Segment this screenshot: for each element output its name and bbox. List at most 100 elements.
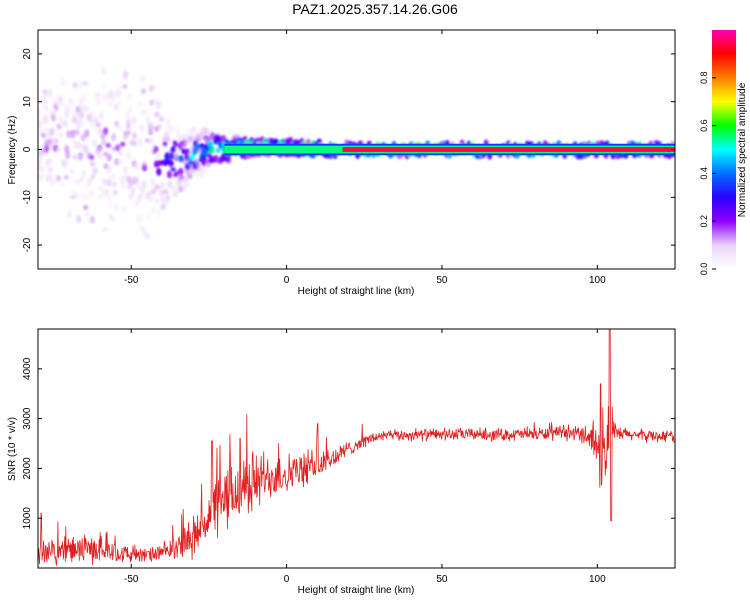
spectrogram-cell [103, 127, 109, 135]
spectrogram-cell [92, 167, 98, 175]
spectrogram-cell [72, 154, 78, 160]
spectrogram-cell [124, 111, 131, 119]
spectrogram-cell [126, 94, 132, 101]
spectrogram-cell [89, 215, 95, 224]
spectrogram-cell [82, 205, 89, 210]
spectrogram-cell [91, 123, 97, 129]
spectrogram-cell [207, 152, 213, 159]
spectrogram-cell [198, 172, 204, 178]
snr-series-line [38, 329, 675, 566]
spectrogram-cell [131, 132, 138, 139]
spectrogram-cell [58, 132, 64, 138]
spectrogram-cell [122, 70, 129, 79]
spectrogram-cell [106, 178, 112, 187]
spectrogram-cell [90, 111, 96, 118]
spectrogram-cell [173, 188, 179, 197]
spectrogram-cell [108, 99, 114, 107]
spectrogram-cell [207, 140, 213, 149]
spectrogram-cell [98, 112, 104, 120]
snr-y-ticks: 1000 2000 3000 4000 [22, 357, 675, 529]
colorbar-tick-label: 0.8 [699, 72, 709, 85]
spectrogram-cell [150, 188, 157, 195]
spectrogram-cell [101, 83, 107, 91]
spectrogram-cell [146, 213, 152, 221]
spectrogram-cell [53, 137, 59, 144]
spectrogram-cell [93, 116, 99, 124]
spectrogram-cell [180, 185, 187, 192]
spectrogram-cell [189, 136, 195, 142]
spectrogram-cell [84, 106, 90, 112]
spectrogram-cell [130, 186, 136, 195]
spectrogram-cell [154, 198, 160, 204]
spectrogram-y-label: Frequency (Hz) [7, 116, 18, 185]
spectrogram-x-tick-label: 100 [589, 275, 606, 286]
spectrogram-cell [175, 130, 181, 138]
spectrogram-cell [156, 101, 162, 110]
snr-x-label: Height of straight line (km) [298, 585, 415, 596]
spectrogram-cell [140, 88, 146, 95]
spectrogram-y-tick-label: -10 [22, 190, 33, 205]
spectrogram-cell [178, 155, 184, 163]
spectrogram-cell [148, 129, 154, 136]
spectrogram-cell [149, 99, 155, 106]
spectrogram-cell [66, 130, 72, 139]
spectrogram-cell [108, 214, 114, 221]
spectrogram-cell [60, 78, 67, 87]
spectrogram-cell [159, 189, 165, 196]
spectrogram-cell [150, 206, 156, 214]
colorbar: 0.0 0.2 0.4 0.6 0.8 Normalized spectral ampl… [699, 30, 748, 275]
spectrogram-cell [145, 116, 151, 125]
spectrogram-cell [122, 205, 128, 213]
spectrogram-heatmap [38, 67, 675, 240]
spectrogram-cell [196, 148, 202, 154]
spectrogram-cell [305, 138, 311, 146]
spectrogram-cell [62, 119, 68, 128]
spectrogram-cell [141, 228, 148, 236]
colorbar-gradient [712, 30, 736, 269]
snr-y-tick-label: 2000 [22, 457, 33, 480]
spectrogram-cell [119, 177, 125, 184]
spectrogram-cell [79, 119, 85, 128]
spectrogram-cell [115, 144, 121, 152]
spectrogram-cell [38, 119, 42, 127]
spectrogram-cell [203, 127, 209, 134]
spectrogram-cell [112, 181, 118, 187]
spectrogram-cell [116, 100, 122, 106]
spectrogram-cell [208, 148, 215, 154]
spectrogram-cell [66, 213, 72, 218]
spectrogram-cell [69, 99, 75, 107]
colorbar-label: Normalized spectral amplitude [737, 82, 748, 217]
spectrogram-cell [42, 88, 48, 95]
spectrogram-cell [127, 107, 133, 113]
spectrogram-cell [95, 121, 101, 128]
spectrogram-cell [90, 173, 96, 180]
spectrogram-cell [133, 202, 140, 208]
spectrogram-cell [156, 167, 162, 176]
spectrogram-cell [89, 154, 95, 160]
spectrogram-cell [91, 139, 97, 148]
colorbar-tick-label: 0.4 [699, 167, 709, 180]
spectrogram-cell [141, 107, 148, 115]
spectrogram-cell [144, 138, 150, 143]
spectrogram-cell [148, 138, 154, 144]
spectrogram-x-tick-label: 0 [284, 275, 290, 286]
spectrogram-cell [132, 140, 138, 147]
spectrogram-cell [44, 106, 50, 112]
spectrogram-cell [41, 102, 47, 108]
spectrogram-cell [102, 151, 109, 157]
spectrogram-cell [43, 144, 50, 153]
spectrogram-cell [164, 188, 170, 197]
spectrogram-cell [159, 116, 165, 122]
spectrogram-panel: -50 0 50 100 -20 -10 0 10 20 Height of straight… [7, 29, 676, 297]
spectrogram-cell [56, 123, 62, 130]
snr-y-tick-label: 4000 [22, 357, 33, 380]
spectrogram-cell [69, 189, 76, 194]
spectrogram-cell [122, 174, 128, 180]
spectrogram-cell [150, 84, 156, 91]
spectrogram-cell [213, 154, 219, 163]
spectrogram-x-label: Height of straight line (km) [298, 286, 415, 297]
spectrogram-cell [174, 124, 180, 133]
spectrogram-cell [137, 137, 143, 146]
spectrogram-cell [146, 191, 152, 196]
spectrogram-cell [77, 152, 83, 161]
